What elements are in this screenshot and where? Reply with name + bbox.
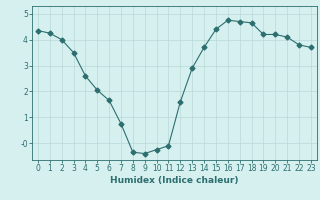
X-axis label: Humidex (Indice chaleur): Humidex (Indice chaleur)	[110, 176, 239, 185]
